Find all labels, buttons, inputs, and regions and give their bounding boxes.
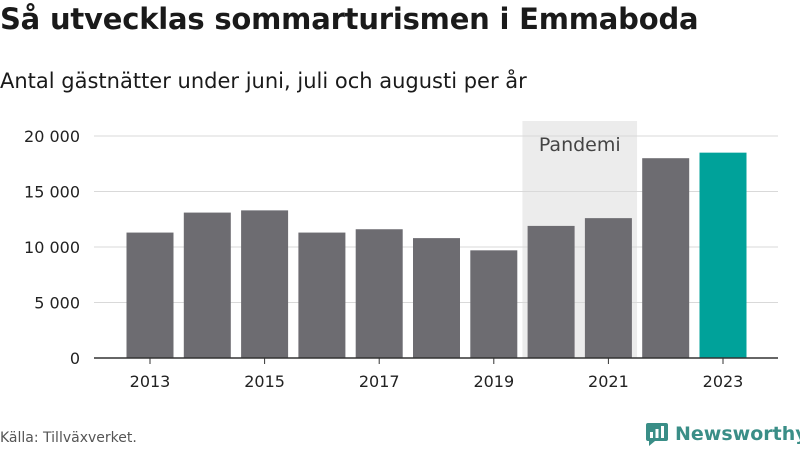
chart-subtitle: Antal gästnätter under juni, juli och au… (0, 69, 527, 93)
x-tick-label: 2013 (130, 372, 171, 391)
bar-2013 (126, 232, 174, 358)
chart-title: Så utvecklas sommarturismen i Emmaboda (0, 2, 699, 36)
bar-2022 (642, 158, 690, 358)
bar-2020 (527, 225, 575, 358)
x-tick-label: 2017 (359, 372, 400, 391)
y-tick-label: 5 000 (34, 294, 80, 313)
newsworthy-logo-icon (646, 423, 668, 446)
y-tick-label: 20 000 (24, 127, 80, 146)
brand-name: Newsworthy (675, 423, 800, 445)
bar-2017 (355, 229, 403, 358)
x-tick-label: 2023 (703, 372, 744, 391)
x-tick-label: 2019 (473, 372, 514, 391)
pandemic-label: Pandemi (539, 134, 621, 156)
bar-2015 (241, 210, 289, 358)
x-tick-label: 2021 (588, 372, 629, 391)
x-tick-label: 2015 (244, 372, 285, 391)
bar-2023 (699, 152, 747, 358)
brand-logo: Newsworthy (645, 420, 800, 448)
bar-chart: Pandemi 0 5 000 10 000 15 000 20 000 2013 201… (24, 121, 778, 391)
bar-2014 (183, 212, 231, 358)
y-tick-label: 0 (70, 349, 80, 368)
y-tick-label: 10 000 (24, 238, 80, 257)
y-tick-label: 15 000 (24, 183, 80, 202)
bar-2018 (413, 238, 460, 358)
source-note: Källa: Tillväxverket. (0, 430, 137, 446)
bar-2016 (298, 232, 346, 358)
bar-2019 (470, 250, 518, 358)
bar-2021 (584, 218, 632, 358)
